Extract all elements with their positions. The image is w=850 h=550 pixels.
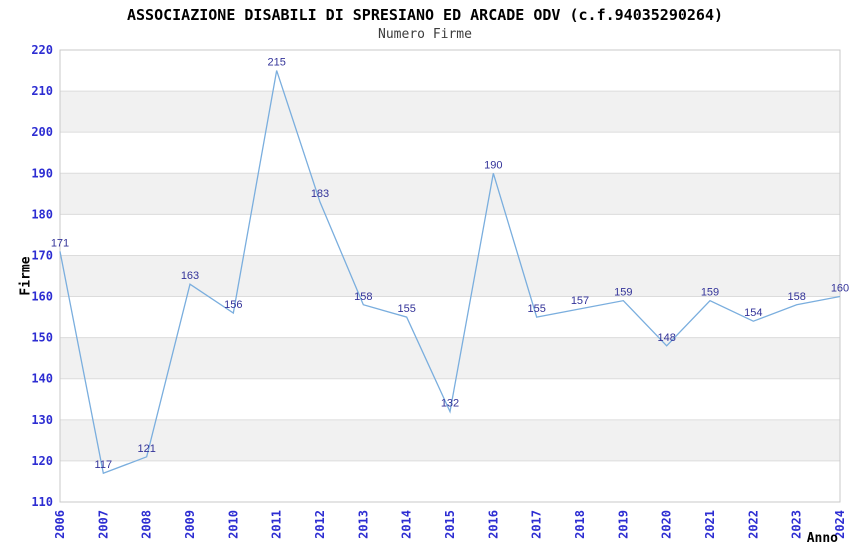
data-label: 157 xyxy=(571,295,589,307)
x-tick-label: 2016 xyxy=(486,510,500,539)
background-band xyxy=(60,337,840,379)
chart-subtitle: Numero Firme xyxy=(378,27,472,42)
x-tick-label: 2007 xyxy=(96,510,110,539)
x-tick-label: 2006 xyxy=(53,510,67,539)
x-tick-label: 2009 xyxy=(183,510,197,539)
data-label: 159 xyxy=(614,287,632,299)
data-label: 156 xyxy=(224,299,242,311)
plot-border xyxy=(59,49,841,503)
background-band xyxy=(60,91,840,133)
x-tick-label: 2019 xyxy=(616,510,630,539)
x-tick-label: 2008 xyxy=(140,510,154,539)
y-tick-label: 150 xyxy=(31,331,53,345)
x-tick-label: 2021 xyxy=(703,510,717,539)
data-label: 155 xyxy=(397,303,415,315)
x-tick-label: 2017 xyxy=(530,510,544,539)
y-tick-label: 120 xyxy=(31,454,53,468)
data-label: 183 xyxy=(311,188,329,200)
data-label: 215 xyxy=(267,57,285,69)
data-label: 132 xyxy=(441,398,459,410)
data-label: 190 xyxy=(484,159,502,171)
background-band xyxy=(60,419,840,461)
data-label: 158 xyxy=(787,291,805,303)
x-tick-label: 2024 xyxy=(833,510,847,539)
y-tick-label: 170 xyxy=(31,248,53,262)
x-tick-label: 2014 xyxy=(400,510,414,539)
y-tick-label: 220 xyxy=(31,43,53,57)
data-label: 159 xyxy=(701,287,719,299)
x-tick-label: 2022 xyxy=(746,510,760,539)
x-tick-label: 2012 xyxy=(313,510,327,539)
x-tick-label: 2018 xyxy=(573,510,587,539)
y-tick-label: 210 xyxy=(31,84,53,98)
y-tick-label: 200 xyxy=(31,125,53,139)
y-tick-label: 140 xyxy=(31,372,53,386)
x-tick-label: 2010 xyxy=(226,510,240,539)
x-tick-label: 2015 xyxy=(443,510,457,539)
data-label: 163 xyxy=(181,270,199,282)
x-tick-label: 2023 xyxy=(790,510,804,539)
y-tick-label: 110 xyxy=(31,495,53,509)
data-label: 117 xyxy=(95,459,113,471)
x-tick-label: 2011 xyxy=(270,510,284,539)
data-label: 148 xyxy=(657,332,675,344)
x-tick-label: 2013 xyxy=(356,510,370,539)
data-label: 160 xyxy=(831,283,849,295)
data-label: 158 xyxy=(354,291,372,303)
chart-title: ASSOCIAZIONE DISABILI DI SPRESIANO ED AR… xyxy=(126,6,724,24)
y-tick-label: 190 xyxy=(31,166,53,180)
background-band xyxy=(60,173,840,215)
data-label: 154 xyxy=(744,307,762,319)
background-band xyxy=(60,255,840,297)
y-tick-label: 180 xyxy=(31,207,53,221)
x-tick-label: 2020 xyxy=(660,510,674,539)
data-line xyxy=(59,70,841,475)
y-tick-label: 130 xyxy=(31,413,53,427)
data-label: 121 xyxy=(137,443,155,455)
data-label: 155 xyxy=(527,303,545,315)
y-tick-label: 160 xyxy=(31,290,53,304)
data-label: 171 xyxy=(51,237,69,249)
x-axis-title: Anno xyxy=(806,531,838,546)
